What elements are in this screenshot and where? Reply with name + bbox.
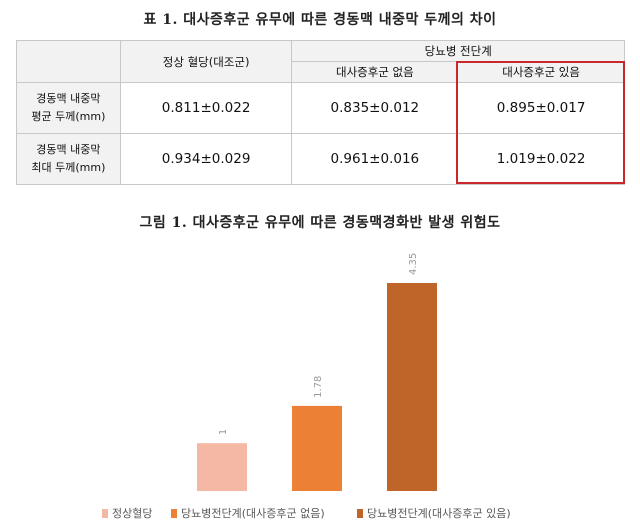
header-with-metabolic-syndrome: 대사증후군 있음: [457, 61, 625, 83]
table-row: 경동맥 내중막 최대 두께(mm) 0.934±0.029 0.961±0.01…: [16, 133, 625, 185]
header-prediabetes: 당뇨병 전단계: [291, 40, 625, 62]
bar-value-label: 1: [218, 429, 229, 435]
row-label-line2: 평균 두께(mm): [31, 110, 106, 123]
cell-mean-normal: 0.811±0.022: [119, 82, 293, 134]
legend-label: 당뇨병전단계(대사증후군 없음): [181, 507, 325, 520]
bar-value-label: 1.78: [313, 376, 324, 398]
table-corner-cell: [16, 40, 121, 83]
risk-bar-chart: 1 1.78 4.35 정상혈당 당뇨병전단계(대사증후군 없음) 당뇨병전단계(대사증…: [102, 253, 511, 520]
bar-1: [197, 443, 247, 491]
cell-mean-with: 0.895±0.017: [457, 82, 625, 134]
legend-label: 정상혈당: [112, 506, 152, 520]
row-label-max-thickness: 경동맥 내중막 최대 두께(mm): [16, 133, 121, 185]
cell-max-without: 0.961±0.016: [291, 133, 459, 185]
bar-value-label: 4.35: [408, 253, 419, 275]
bars-group: 1 1.78 4.35: [197, 253, 437, 491]
cell-mean-without: 0.835±0.012: [291, 82, 459, 134]
row-label-line2: 최대 두께(mm): [31, 161, 106, 174]
header-normal-glucose: 정상 혈당(대조군): [119, 40, 293, 83]
chart-legend: 정상혈당 당뇨병전단계(대사증후군 없음) 당뇨병전단계(대사증후군 있음): [102, 506, 511, 520]
table-title: 표 1. 대사증후군 유무에 따른 경동맥 내중막 두께의 차이: [143, 12, 497, 28]
bar-3: [387, 283, 437, 491]
figure-title: 그림 1. 대사증후군 유무에 따른 경동맥경화반 발생 위험도: [139, 215, 501, 231]
legend-swatch: [357, 509, 363, 518]
row-label-mean-thickness: 경동맥 내중막 평균 두께(mm): [16, 82, 121, 134]
cell-max-with: 1.019±0.022: [457, 133, 625, 185]
row-label-line1: 경동맥 내중막: [36, 143, 101, 156]
row-label-line1: 경동맥 내중막: [36, 92, 101, 105]
legend-swatch: [171, 509, 177, 518]
table-row: 경동맥 내중막 평균 두께(mm) 0.811±0.022 0.835±0.01…: [16, 82, 625, 134]
legend-swatch: [102, 509, 108, 518]
cimt-table: 정상 혈당(대조군) 당뇨병 전단계 대사증후군 없음 대사증후군 있음 경동맥…: [16, 40, 625, 185]
cell-max-normal: 0.934±0.029: [119, 133, 293, 185]
header-without-metabolic-syndrome: 대사증후군 없음: [291, 61, 459, 83]
legend-label: 당뇨병전단계(대사증후군 있음): [367, 507, 511, 520]
bar-2: [292, 405, 342, 491]
